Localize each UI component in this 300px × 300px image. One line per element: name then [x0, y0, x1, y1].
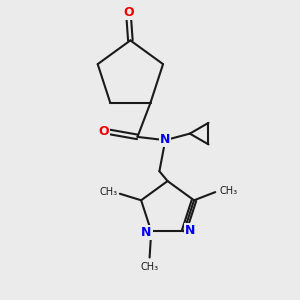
Text: CH₃: CH₃ [219, 186, 237, 196]
Text: CH₃: CH₃ [140, 262, 159, 272]
Text: N: N [184, 224, 195, 237]
Text: N: N [160, 133, 170, 146]
Text: N: N [141, 226, 152, 239]
Text: O: O [123, 6, 134, 19]
Text: O: O [98, 125, 109, 139]
Text: CH₃: CH₃ [99, 188, 117, 197]
